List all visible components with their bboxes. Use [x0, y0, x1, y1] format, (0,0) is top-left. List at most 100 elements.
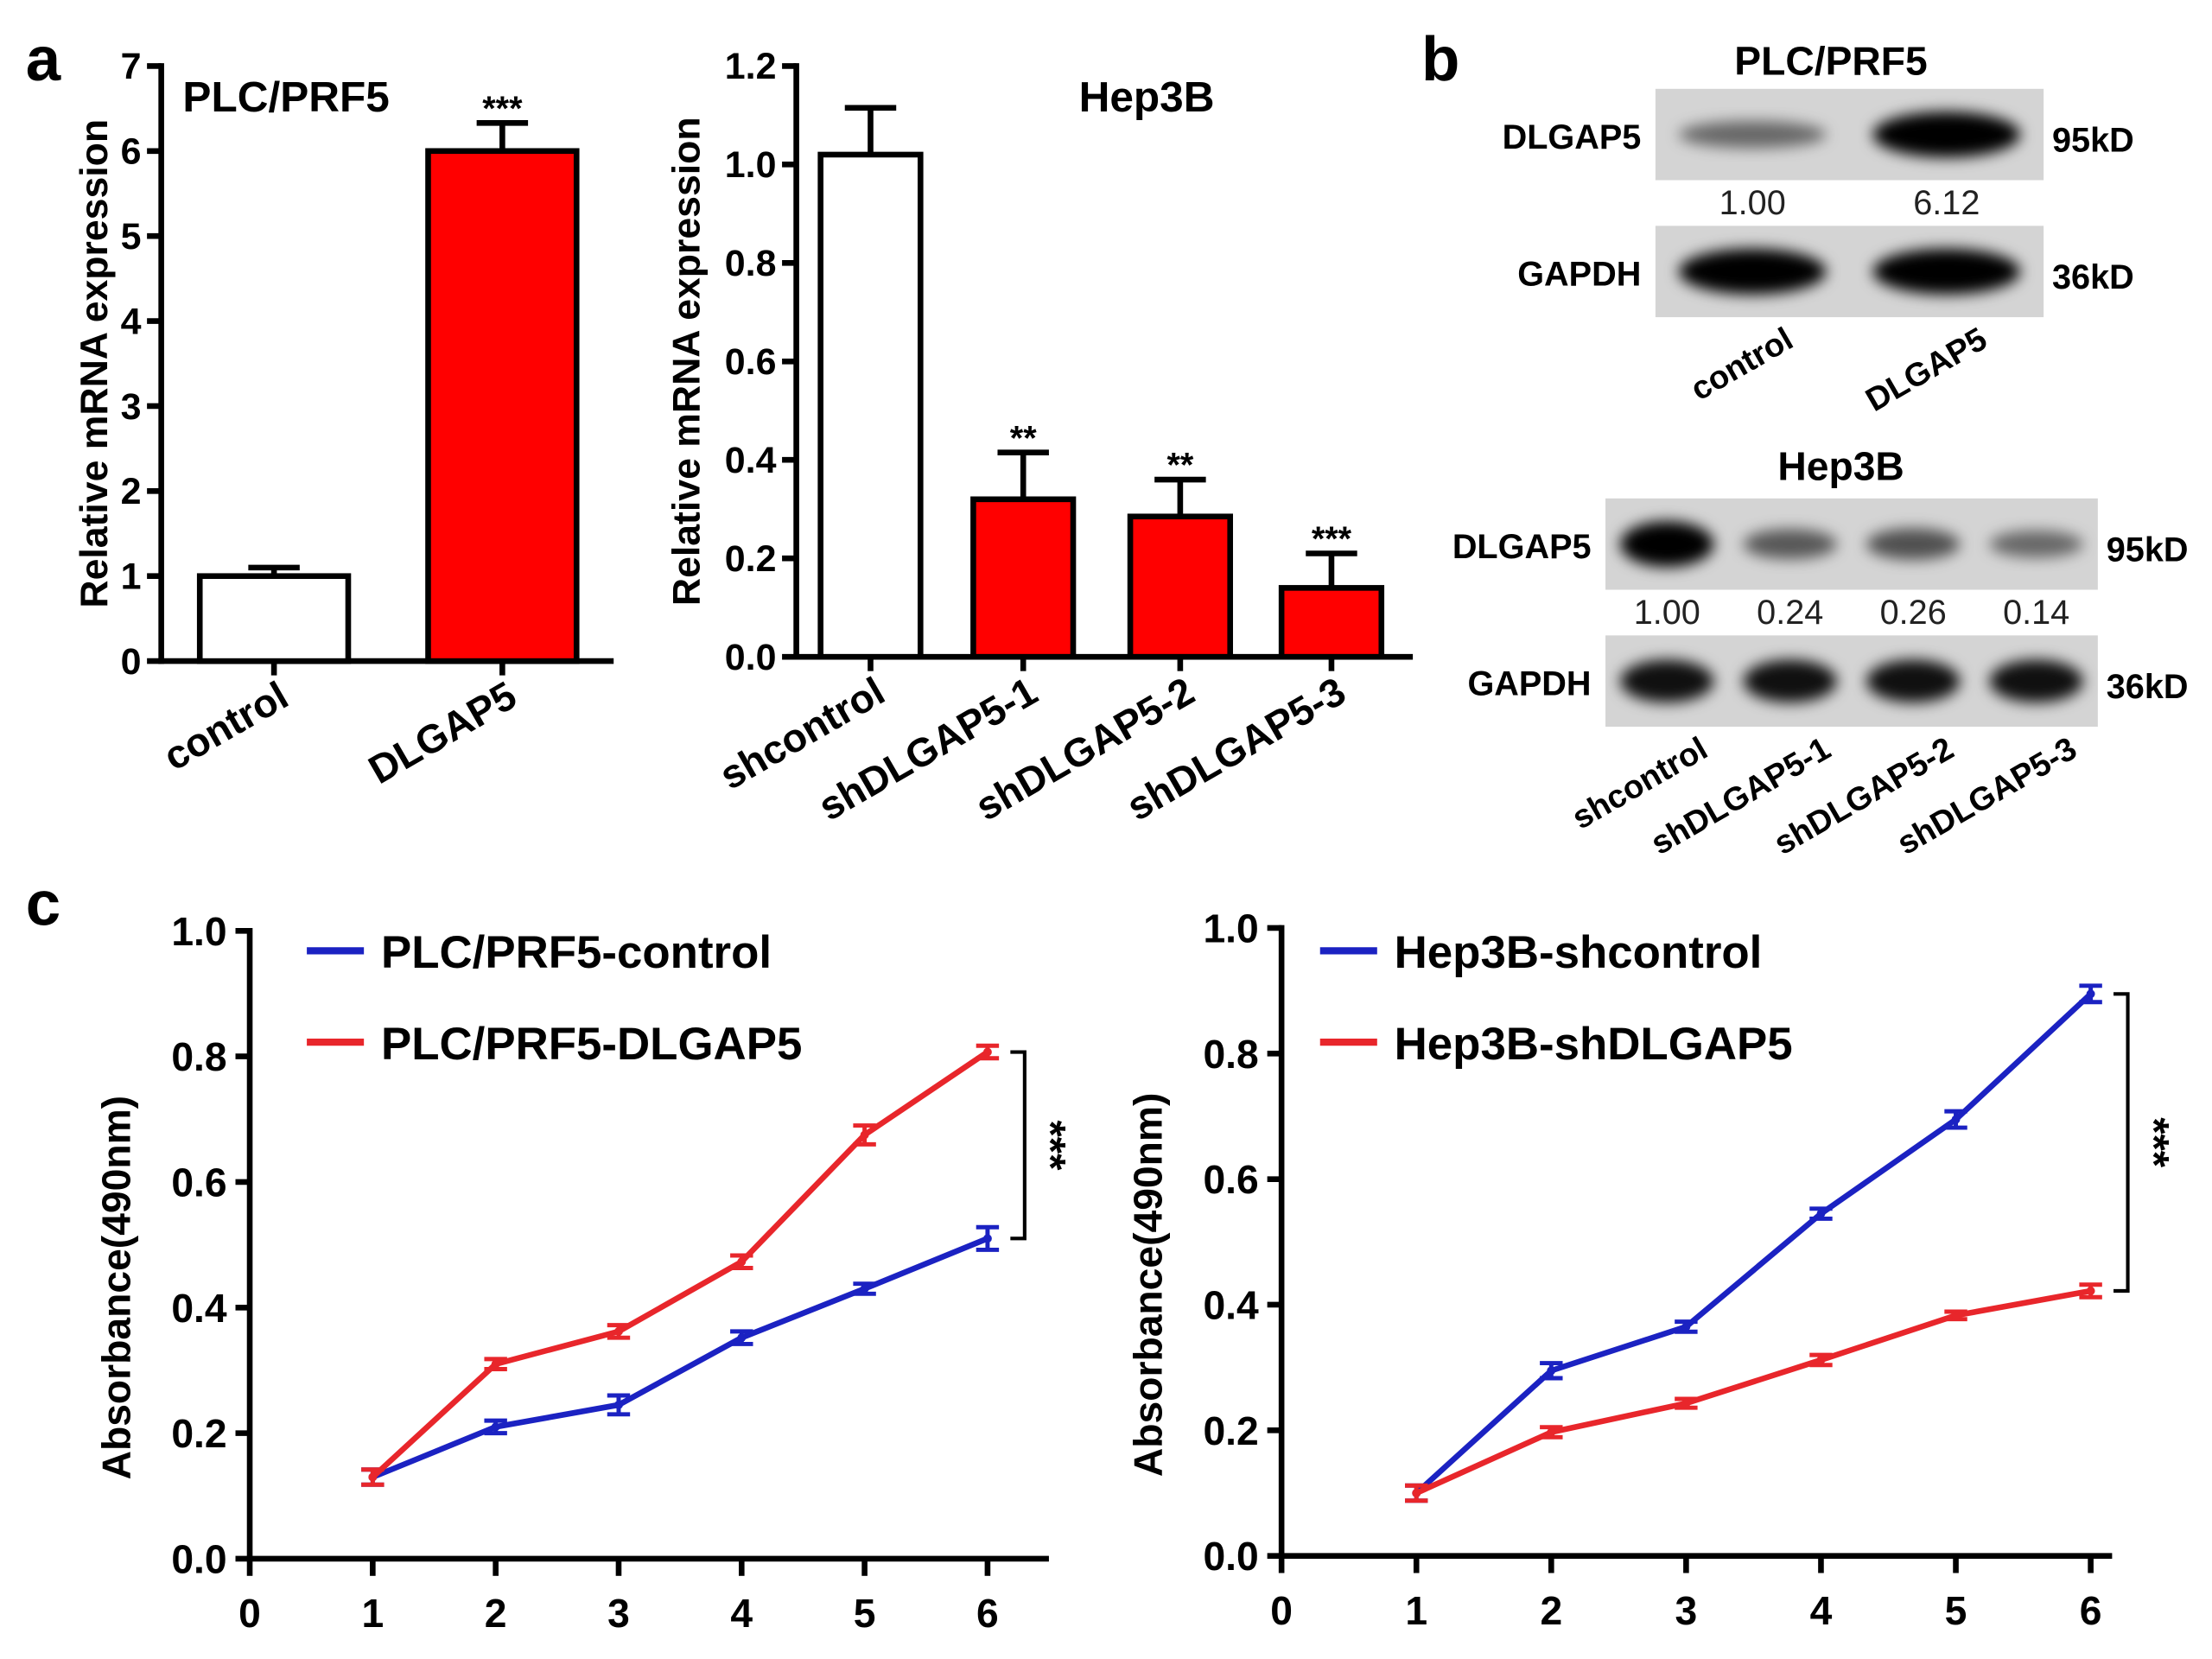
quantification-value: 0.26	[1880, 594, 1947, 632]
significance-label: **	[1166, 447, 1193, 485]
y-tick-label: 3	[121, 386, 142, 428]
y-tick-label: 6	[121, 131, 142, 173]
y-tick-label: 0.4	[171, 1286, 227, 1331]
data-point	[614, 1326, 623, 1336]
panel-label-a: a	[26, 24, 61, 94]
quantification-value: 1.00	[1634, 594, 1700, 632]
significance-label: ***	[1312, 520, 1352, 558]
x-tick-label: 0	[238, 1591, 261, 1636]
series-line	[1414, 991, 2093, 1496]
x-tick-label: control	[156, 672, 296, 779]
y-tick-label: 0.6	[725, 341, 777, 383]
significance-label: ***	[1027, 1121, 1074, 1172]
protein-label: DLGAP5	[1452, 528, 1592, 566]
y-tick-label: 1.0	[725, 144, 777, 186]
y-tick-label: 0.0	[171, 1536, 226, 1581]
y-axis-label: Absorbance(490nm)	[93, 1096, 138, 1480]
data-point	[1816, 1209, 1826, 1218]
x-tick-label: 6	[2080, 1588, 2102, 1633]
y-tick-label: 2	[121, 471, 142, 512]
y-tick-label: 5	[121, 216, 142, 257]
y-tick-label: 0.8	[171, 1034, 226, 1079]
quantification-value: 0.14	[2003, 594, 2069, 632]
protein-label: GAPDH	[1517, 256, 1641, 294]
y-tick-label: 1.0	[1203, 906, 1258, 950]
data-point	[614, 1400, 623, 1409]
y-tick-label: 0.4	[1203, 1283, 1259, 1328]
significance-bracket	[1010, 1050, 1027, 1241]
blot-band	[1989, 659, 2083, 703]
y-tick-label: 1.2	[725, 46, 777, 87]
x-tick-label: 6	[976, 1591, 999, 1636]
significance-label: **	[1010, 419, 1037, 457]
blot-band	[1620, 659, 1714, 703]
data-point	[1547, 1427, 1556, 1437]
y-tick-label: 0.8	[1203, 1032, 1258, 1077]
y-tick-label: 4	[121, 301, 142, 342]
series-line	[371, 1049, 989, 1479]
blot-band	[1989, 530, 2083, 558]
y-axis-label: Relative mRNA expression	[665, 117, 708, 606]
y-axis-label: Absorbance(490nm)	[1125, 1093, 1170, 1478]
blot-band	[1620, 521, 1714, 568]
bar	[817, 151, 924, 660]
panel-label-b: b	[1421, 24, 1459, 94]
blot-band	[1678, 248, 1827, 295]
western-blot: PLC/PRF5 DLGAP5 95kD GAPDH 36kD 1.00 6.12 contr…	[1503, 38, 2134, 419]
data-point	[982, 1047, 992, 1057]
data-point	[2086, 1287, 2095, 1295]
blot-title: PLC/PRF5	[1734, 38, 1927, 83]
y-tick-label: 0.8	[725, 243, 777, 284]
blot-band	[1866, 659, 1961, 703]
y-tick-label: 0.2	[1203, 1408, 1258, 1453]
data-point	[491, 1359, 500, 1369]
legend-label: PLC/PRF5-control	[381, 927, 772, 978]
protein-label: DLGAP5	[1503, 118, 1642, 156]
y-tick-label: 0	[121, 641, 142, 683]
y-tick-label: 1.0	[171, 909, 226, 954]
data-point	[1951, 1311, 1961, 1320]
x-tick-label: 1	[1405, 1588, 1427, 1633]
blot-band	[1872, 248, 2021, 295]
y-tick-label: 1	[121, 556, 142, 598]
series-line	[1414, 1287, 2092, 1497]
x-tick-label: 3	[1675, 1588, 1698, 1633]
western-blot: Hep3B DLGAP5 95kD GAPDH 36kD 1.00 0.24 0.26 0.14…	[1452, 443, 2189, 862]
data-point	[368, 1472, 378, 1482]
blot-band	[1872, 111, 2021, 158]
data-point	[2086, 989, 2095, 999]
legend-label: PLC/PRF5-DLGAP5	[381, 1019, 802, 1070]
data-point	[1816, 1355, 1826, 1364]
data-point	[1681, 1322, 1691, 1332]
blot-title: Hep3B	[1777, 443, 1904, 488]
x-tick-label: 3	[607, 1591, 630, 1636]
x-tick-label: 1	[361, 1591, 384, 1636]
data-point	[982, 1234, 992, 1243]
data-point	[860, 1284, 869, 1294]
data-point	[1951, 1115, 1961, 1124]
y-tick-label: 0.4	[725, 440, 777, 481]
y-axis-label: Relative mRNA expression	[73, 119, 116, 608]
data-point	[1681, 1399, 1691, 1408]
chart-title: PLC/PRF5	[182, 73, 389, 121]
lane-label: control	[1685, 321, 1799, 409]
x-tick-label: 4	[730, 1591, 753, 1636]
bar	[970, 496, 1077, 660]
data-point	[1412, 1489, 1421, 1497]
legend-label: Hep3B-shcontrol	[1395, 927, 1763, 978]
bar	[196, 573, 352, 664]
bar	[1127, 513, 1233, 660]
x-tick-label: 5	[1945, 1588, 1967, 1633]
line-chart: 0.0 0.2 0.4 0.6 0.8 1.0 0 1 2 3 4 5 6 Absorbance(490n…	[93, 909, 1074, 1636]
data-point	[737, 1257, 747, 1267]
quantification-value: 0.24	[1757, 594, 1823, 632]
protein-label: GAPDH	[1467, 665, 1591, 703]
significance-bracket	[2113, 992, 2130, 1294]
molecular-weight-label: 36kD	[2052, 258, 2134, 296]
bar-chart: 0.0 0.2 0.4 0.6 0.8 1.0 1.2 Relative mRNA expre…	[665, 46, 1414, 830]
x-tick-label: 4	[1810, 1588, 1833, 1633]
data-point	[1547, 1366, 1556, 1376]
y-tick-label: 0.0	[725, 637, 777, 678]
